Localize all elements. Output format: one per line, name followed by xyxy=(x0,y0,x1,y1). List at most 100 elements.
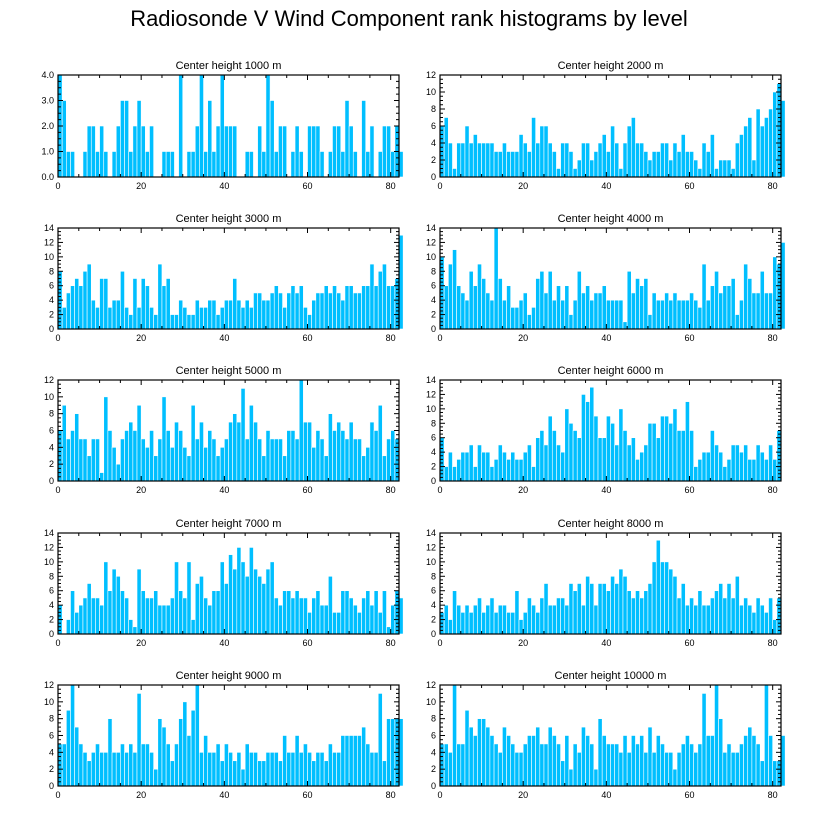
bar xyxy=(755,597,761,635)
x-tick-label: 60 xyxy=(685,485,695,495)
y-tick-label: 10 xyxy=(426,557,436,567)
bar xyxy=(182,307,188,330)
bar xyxy=(672,292,678,330)
bar xyxy=(240,307,246,330)
y-tick-label: 2 xyxy=(49,764,54,774)
bar xyxy=(199,575,204,635)
chart-title: Center height 6000 m xyxy=(558,365,664,377)
bar xyxy=(660,415,665,482)
bar xyxy=(124,430,129,482)
bar xyxy=(522,451,528,482)
bar xyxy=(689,743,694,787)
bar xyxy=(307,125,312,178)
bar xyxy=(161,285,167,330)
bar xyxy=(103,561,109,635)
bar xyxy=(751,612,757,635)
bar xyxy=(622,575,628,635)
bar xyxy=(398,597,404,635)
bar xyxy=(743,125,749,178)
bar xyxy=(390,285,396,330)
bar xyxy=(307,421,312,482)
bar xyxy=(286,430,292,482)
y-tick-label: 4 xyxy=(49,747,54,757)
y-tick-label: 0 xyxy=(49,324,54,334)
bar xyxy=(597,718,603,787)
bar xyxy=(244,299,250,330)
bar xyxy=(759,604,765,635)
bar xyxy=(103,752,109,787)
bar xyxy=(560,142,566,178)
bar xyxy=(332,125,337,178)
bar xyxy=(481,278,487,330)
bar xyxy=(759,451,765,482)
y-tick-label: 0 xyxy=(431,781,436,791)
bar xyxy=(149,307,154,330)
bar xyxy=(86,760,92,787)
bar xyxy=(705,299,711,330)
bar xyxy=(124,597,129,635)
bar xyxy=(485,604,491,635)
bar xyxy=(448,142,453,178)
bar xyxy=(481,451,487,482)
y-tick-label: 4 xyxy=(49,600,54,610)
bar xyxy=(157,604,163,635)
bar xyxy=(211,752,217,787)
bar xyxy=(207,100,213,178)
bar xyxy=(328,575,333,635)
bar xyxy=(697,168,703,178)
bar xyxy=(136,100,142,178)
bar xyxy=(140,278,146,330)
bar xyxy=(780,735,786,787)
bar xyxy=(734,314,740,330)
y-tick-label: 10 xyxy=(44,557,54,567)
bar xyxy=(344,735,350,787)
bar xyxy=(215,455,221,482)
bar xyxy=(240,768,246,787)
chart-title: Center height 2000 m xyxy=(558,60,664,72)
bar xyxy=(759,270,765,330)
bar xyxy=(443,285,449,330)
bar xyxy=(99,472,105,482)
bar xyxy=(668,159,674,178)
bar xyxy=(676,597,682,635)
bar xyxy=(743,263,749,330)
x-tick-label: 60 xyxy=(303,638,313,648)
bar xyxy=(120,743,125,787)
bar xyxy=(74,413,80,482)
bar xyxy=(344,438,350,482)
y-tick-label: 6 xyxy=(431,433,436,443)
bar xyxy=(203,735,209,787)
bar xyxy=(257,575,263,635)
bar xyxy=(705,735,711,787)
bar xyxy=(697,307,703,330)
bar xyxy=(290,151,296,178)
bar xyxy=(169,597,175,635)
bar xyxy=(643,444,649,482)
bar xyxy=(564,142,570,178)
bar xyxy=(365,285,371,330)
bar xyxy=(581,142,586,178)
page-title: Radiosonde V Wind Component rank histogr… xyxy=(130,6,688,31)
y-tick-label: 4 xyxy=(431,447,436,457)
y-tick-label: 0 xyxy=(431,476,436,486)
bar xyxy=(386,125,391,178)
x-tick-label: 20 xyxy=(518,790,528,800)
y-tick-label: 0.0 xyxy=(41,172,54,182)
x-tick-label: 60 xyxy=(303,485,313,495)
bar xyxy=(82,270,88,330)
bar xyxy=(743,597,749,635)
bar xyxy=(489,142,495,178)
bar xyxy=(215,314,221,330)
x-tick-label: 20 xyxy=(136,485,146,495)
y-tick-label: 10 xyxy=(44,697,54,707)
bar xyxy=(710,285,715,330)
bar xyxy=(597,142,603,178)
bar xyxy=(290,597,296,635)
bar xyxy=(78,604,84,635)
bar xyxy=(194,438,200,482)
bar xyxy=(689,292,694,330)
bar xyxy=(581,726,586,787)
bar xyxy=(651,422,657,482)
bar xyxy=(630,292,636,330)
bar xyxy=(203,151,209,178)
